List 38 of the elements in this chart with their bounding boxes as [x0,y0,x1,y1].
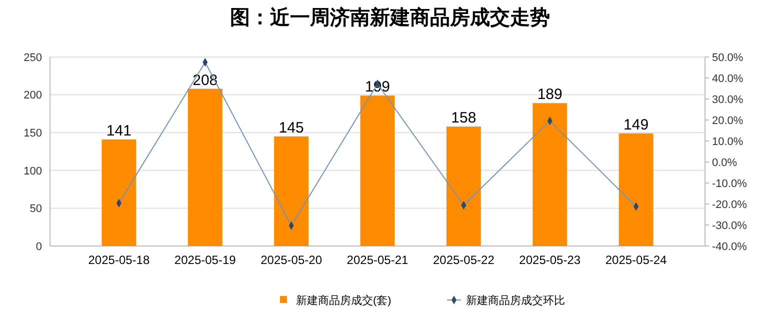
y2-tick-label: -20.0% [712,198,748,211]
bar [188,88,222,246]
y2-tick-label: 10.0% [712,136,744,148]
data-label: 145 [278,119,304,136]
y2-tick-label: -40.0% [712,240,748,253]
y2-tick-label: 40.0% [712,72,744,85]
bar [618,133,654,246]
x-tick-label: 2025-05-22 [432,253,495,267]
x-tick-label: 2025-05-24 [605,253,668,267]
x-tick-label: 2025-05-21 [346,253,409,267]
y2-tick-label: 50.0% [712,52,744,64]
data-label: 141 [106,122,132,140]
y2-tick-label: 20.0% [712,114,744,127]
legend-label: 新建商品房成交(套) [296,294,392,307]
x-tick-label: 2025-05-20 [260,253,322,267]
x-tick-label: 2025-05-23 [519,253,581,267]
y-tick-label: 100 [24,165,42,178]
y2-tick-label: 0.0% [712,156,738,169]
data-label: 149 [624,116,649,134]
data-label: 189 [537,86,562,104]
bar [532,103,568,246]
legend-label: 新建商品房成交环比 [466,294,565,307]
data-label: 158 [451,110,476,127]
x-tick-label: 2025-05-18 [88,253,150,267]
y-tick-label: 150 [24,127,42,140]
bar [274,136,309,246]
bar [360,96,395,246]
bar [446,126,481,246]
chart-title: 图：近一周济南新建商品房成交走势 [230,6,550,29]
y-tick-label: 250 [24,52,42,64]
y2-tick-label: -10.0% [712,178,748,190]
bar [102,139,136,246]
y2-tick-label: -30.0% [712,220,748,232]
y-tick-label: 0 [36,240,42,253]
y2-tick-label: 30.0% [712,94,744,106]
x-tick-label: 2025-05-19 [174,253,236,267]
y-tick-label: 200 [24,90,42,102]
y-tick-label: 50 [30,203,42,216]
